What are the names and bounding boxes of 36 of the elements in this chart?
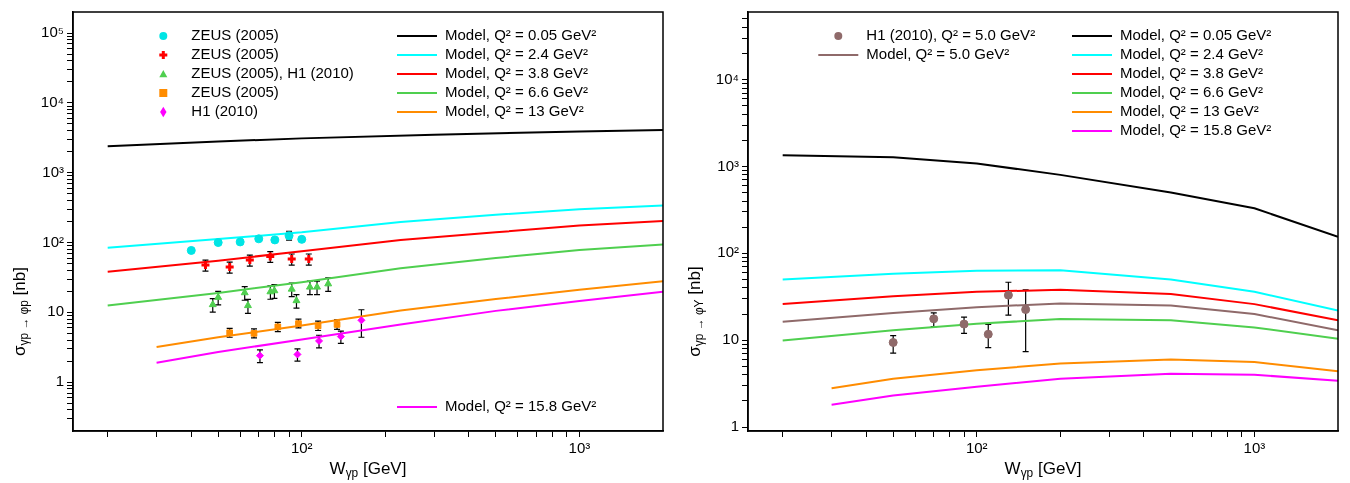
y-tick-label: 10: [722, 330, 739, 348]
legend-label: Model, Q² = 15.8 GeV²: [1120, 121, 1272, 139]
y-tick-label: 10⁴: [40, 93, 64, 110]
legend-label: ZEUS (2005): [191, 83, 279, 101]
y-axis-title: σγp → φp [nb]: [9, 267, 32, 356]
legend-label: Model, Q² = 13 GeV²: [445, 102, 584, 120]
y-tick-label: 10⁵: [41, 23, 64, 41]
legend-label: Model, Q² = 2.4 GeV²: [445, 45, 588, 63]
x-tick-label: 10³: [1243, 439, 1266, 457]
legend-label: H1 (2010), Q² = 5.0 GeV²: [866, 26, 1036, 44]
legend-label: Model, Q² = 5.0 GeV²: [866, 45, 1010, 63]
y-tick-label: 1: [55, 372, 64, 390]
y-tick-label: 10²: [717, 243, 739, 261]
x-tick-label: 10³: [568, 439, 591, 457]
legend-label: Model, Q² = 6.6 GeV²: [445, 83, 588, 101]
y-tick-label: 10⁴: [715, 69, 739, 87]
legend-label: Model, Q² = 3.8 GeV²: [445, 64, 588, 82]
x-tick-label: 10²: [965, 439, 988, 457]
legend-label: H1 (2010): [191, 102, 259, 120]
y-tick-label: 10³: [42, 162, 64, 180]
legend-label: Model, Q² = 13 GeV²: [1120, 102, 1259, 120]
y-tick-label: 10²: [42, 232, 64, 250]
legend-label: Model, Q² = 0.05 GeV²: [1120, 26, 1272, 44]
y-axis-title: σγp → φY [nb]: [684, 266, 707, 357]
legend-label: Model, Q² = 3.8 GeV²: [1120, 64, 1263, 82]
y-tick-label: 10: [47, 302, 64, 320]
y-tick-label: 10³: [717, 156, 739, 174]
y-tick-label: 1: [730, 417, 739, 435]
legend-label: ZEUS (2005), H1 (2010): [191, 64, 354, 82]
x-tick-label: 10²: [290, 439, 313, 457]
legend-label: Model, Q² = 2.4 GeV²: [1120, 45, 1263, 63]
legend-label: Model, Q² = 15.8 GeV²: [445, 397, 597, 415]
legend-label: ZEUS (2005): [191, 45, 279, 63]
legend-label: Model, Q² = 0.05 GeV²: [445, 26, 597, 44]
legend-label: ZEUS (2005): [191, 26, 279, 44]
legend-label: Model, Q² = 6.6 GeV²: [1120, 83, 1263, 101]
